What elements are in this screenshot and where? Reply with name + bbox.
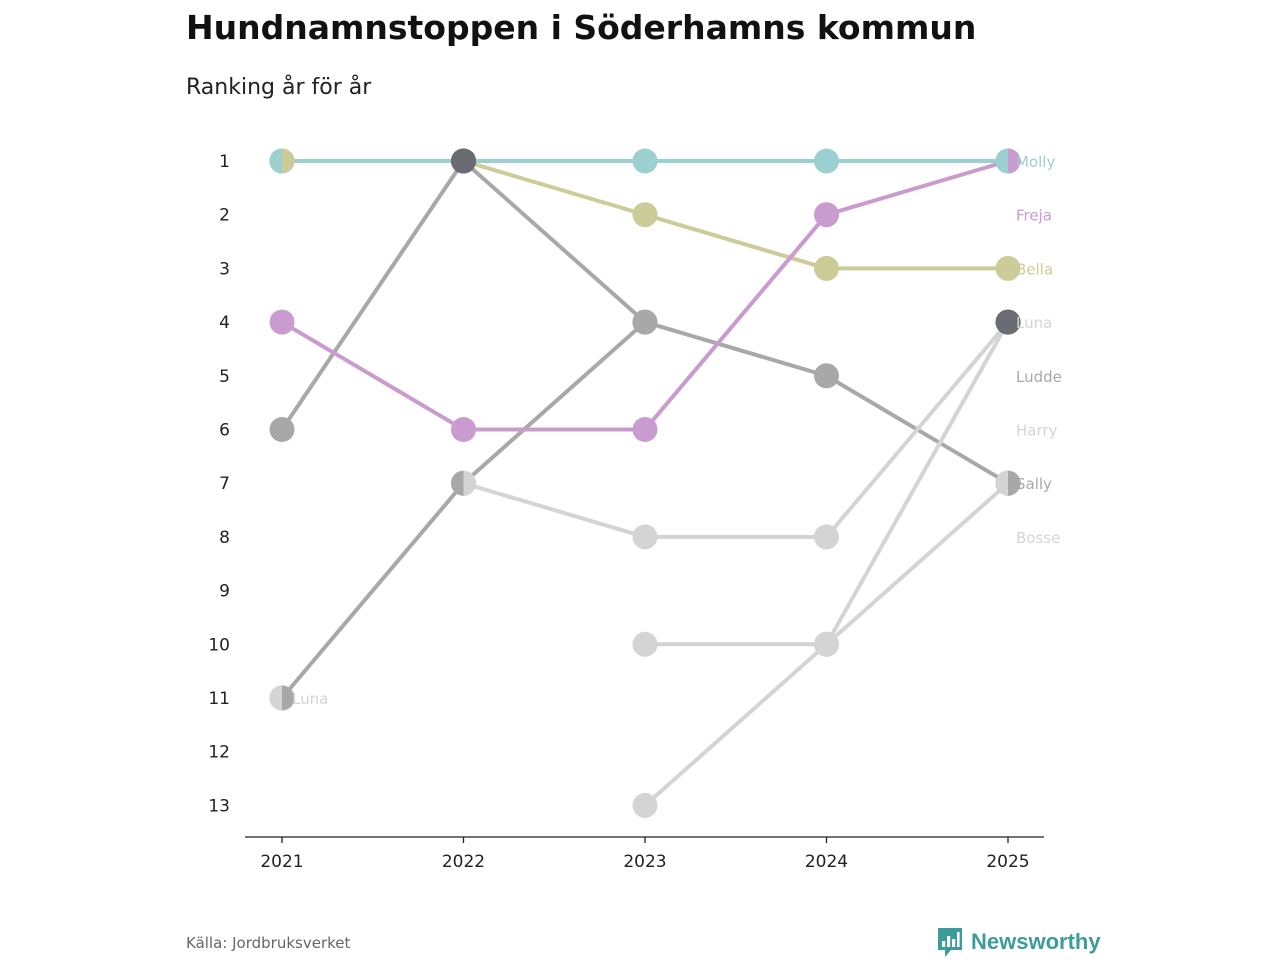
split-dot-right: [282, 685, 295, 711]
source-note: Källa: Jordbruksverket: [186, 934, 351, 952]
y-tick-label: 13: [208, 796, 230, 816]
end-label-luna: Luna: [1016, 314, 1052, 332]
series-dot: [814, 255, 839, 281]
series-dot: [995, 255, 1021, 281]
series-line: [461, 320, 1010, 539]
series-dot: [632, 524, 658, 550]
y-tick-label: 1: [219, 152, 230, 172]
y-tick-label: 9: [219, 582, 230, 602]
series-dot: [632, 309, 658, 335]
series-dot: [814, 202, 839, 228]
split-dot-left: [450, 470, 464, 496]
end-label-harry: Harry: [1016, 422, 1058, 440]
split-dot-right: [282, 148, 295, 174]
chart-title: Hundnamnstoppen i Söderhamns kommun: [186, 8, 977, 47]
series-dot: [269, 417, 295, 442]
y-tick-label: 6: [219, 421, 230, 441]
brand-name: Newsworthy: [971, 929, 1101, 954]
split-dot-right: [463, 470, 476, 496]
series-dot: [814, 148, 839, 174]
series-dot: [632, 631, 658, 657]
split-dot-left: [269, 148, 282, 174]
y-tick-label: 4: [219, 313, 230, 333]
y-tick-label: 3: [219, 259, 230, 279]
series-line: [280, 159, 1010, 432]
split-dot-right: [1008, 470, 1021, 496]
bar-chart-speech-icon: [938, 928, 962, 957]
y-tick-label: 2: [219, 206, 230, 226]
series-dot: [814, 363, 839, 389]
y-tick-label: 10: [208, 635, 230, 655]
inline-label-luna: Luna: [292, 690, 328, 708]
y-tick-label: 5: [219, 367, 230, 387]
x-tick-label: 2022: [442, 852, 485, 872]
end-label-ludde: Ludde: [1016, 368, 1062, 386]
y-tick-label: 11: [208, 689, 230, 709]
series-dot: [451, 148, 476, 174]
end-label-bella: Bella: [1016, 260, 1053, 278]
split-dot-right: [1008, 148, 1021, 174]
y-tick-label: 7: [219, 474, 230, 494]
x-tick-label: 2024: [805, 852, 848, 872]
brand-logo: Newsworthy: [937, 926, 1101, 958]
y-tick-label: 12: [208, 743, 230, 763]
series-dot: [632, 417, 658, 442]
series-dot: [632, 148, 658, 174]
series-dot: [814, 631, 839, 657]
series-labels: Molly Freja Bella Luna Ludde Harry Sally Bosse L…: [292, 153, 1062, 708]
x-tick-label: 2025: [986, 852, 1029, 872]
series-lines: [280, 159, 1010, 808]
end-label-sally: Sally: [1016, 475, 1052, 493]
split-dot-left: [269, 685, 282, 711]
chart-subtitle: Ranking år för år: [186, 75, 372, 100]
series-dots: [269, 148, 1021, 818]
series-dot: [451, 417, 476, 442]
series-dot: [632, 202, 658, 228]
x-axis-ticks: 2021 2022 2023 2024 2025: [260, 837, 1030, 872]
x-tick-label: 2021: [260, 852, 303, 872]
series-dot: [269, 309, 295, 335]
end-label-freja: Freja: [1016, 207, 1052, 225]
series-line: [280, 320, 647, 700]
series-dot: [632, 792, 658, 818]
series-dot: [814, 524, 839, 550]
end-label-bosse: Bosse: [1016, 529, 1060, 547]
x-tick-label: 2023: [623, 852, 666, 872]
split-dot-left: [995, 470, 1008, 496]
y-tick-label: 8: [219, 528, 230, 548]
split-dot-left: [995, 148, 1008, 174]
series-dot: [995, 309, 1021, 335]
end-label-molly: Molly: [1016, 153, 1055, 171]
